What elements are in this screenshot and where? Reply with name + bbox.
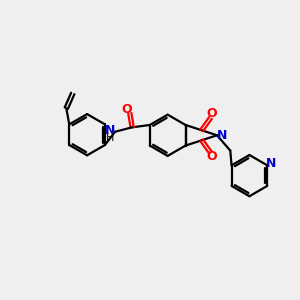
Text: O: O — [206, 150, 217, 163]
Text: O: O — [206, 107, 217, 120]
Text: O: O — [121, 103, 132, 116]
Text: H: H — [106, 133, 114, 142]
Text: N: N — [105, 124, 115, 137]
Text: N: N — [217, 129, 227, 142]
Text: N: N — [266, 157, 277, 170]
